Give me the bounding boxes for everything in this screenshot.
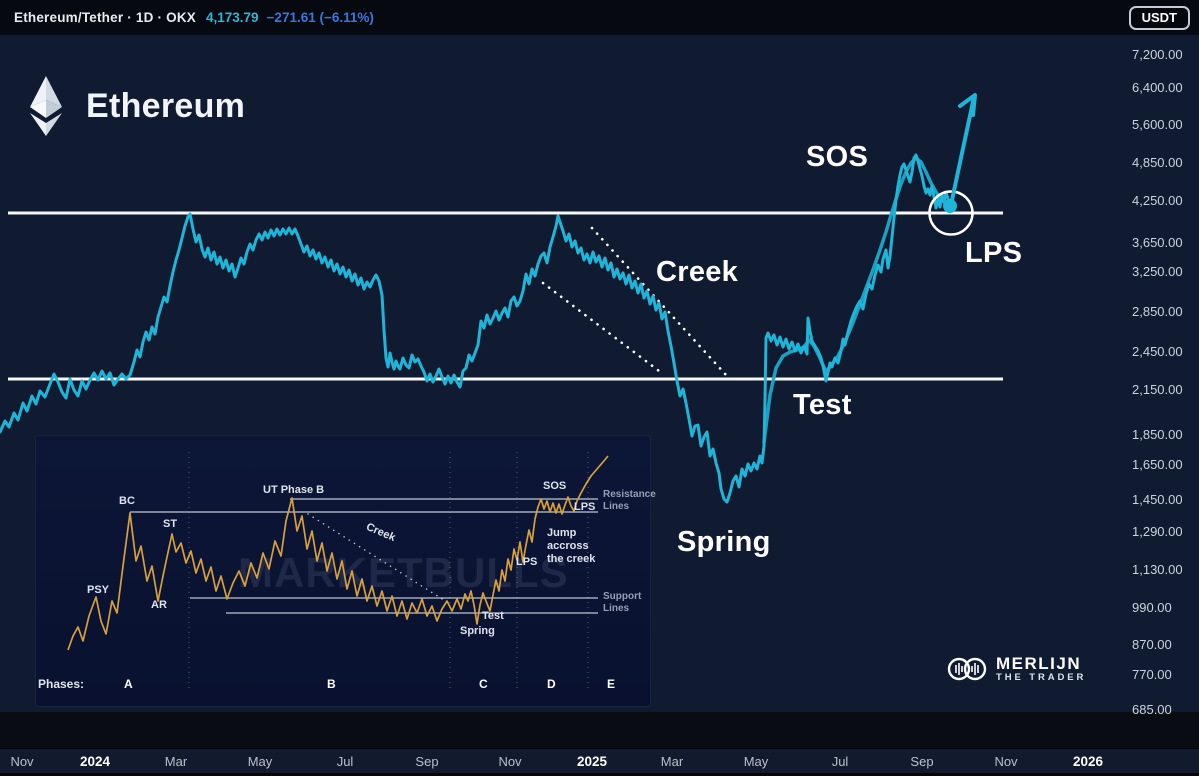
- time-axis[interactable]: Nov 2024 Mar May Jul Sep Nov 2025 Mar May Jul Sep No…: [0, 748, 1199, 774]
- time-axis-year-label: 2024: [79, 754, 111, 769]
- inset-level-lines: [130, 498, 598, 614]
- inset-test-label: Test: [482, 610, 504, 622]
- test-label: Test: [793, 389, 852, 421]
- time-axis-month-label: Nov: [10, 754, 34, 769]
- price-axis-label: 770.00: [1132, 667, 1172, 682]
- brand-title: Ethereum: [86, 86, 246, 125]
- inset-jump-label: Jump accross the creek: [547, 527, 596, 565]
- time-axis-year-label: 2026: [1072, 754, 1104, 769]
- time-axis-month-label: Mar: [660, 754, 684, 769]
- inset-phase-a-label: A: [124, 677, 133, 691]
- inset-ut-phase-b-label: UT Phase B: [263, 484, 325, 496]
- time-axis-month-label: Jul: [831, 754, 849, 769]
- time-axis-month-label: Nov: [994, 754, 1018, 769]
- inset-lps-upper-label: LPS: [574, 501, 596, 513]
- time-axis-month-label: May: [743, 754, 769, 769]
- merlijn-name: MERLIJN: [996, 654, 1082, 674]
- lps-highlight-circle: [928, 190, 974, 236]
- inset-phase-dividers: [188, 452, 589, 692]
- price-axis-label: 870.00: [1132, 637, 1172, 652]
- inset-phase-b-label: B: [327, 677, 336, 691]
- inset-ar-label: AR: [151, 599, 167, 611]
- price-line: [0, 153, 952, 504]
- inset-phase-c-label: C: [479, 677, 488, 691]
- sos-label: SOS: [806, 141, 869, 173]
- price-axis-label: 2,150.00: [1132, 382, 1183, 397]
- creek-lower-dotted-line: [541, 281, 665, 376]
- inset-phase-e-label: E: [607, 677, 616, 691]
- merlijn-subtitle: THE TRADER: [996, 671, 1087, 683]
- price-axis-label: 1,850.00: [1132, 427, 1183, 442]
- inset-phases-title: Phases:: [38, 677, 85, 691]
- time-axis-month-label: Sep: [910, 754, 934, 769]
- inset-st-label: ST: [163, 518, 178, 530]
- last-price: 4,173.79: [205, 10, 259, 25]
- spring-label: Spring: [677, 526, 771, 558]
- time-axis-month-label: Sep: [415, 754, 439, 769]
- bottom-toolbar-strip: [0, 712, 1199, 748]
- price-axis-label: 5,600.00: [1132, 117, 1183, 132]
- price-change: −271.61 (−6.11%): [266, 10, 374, 25]
- projection-arrow-shaft: [950, 95, 976, 202]
- trend-overlay-line: [762, 156, 952, 444]
- creek-label: Creek: [656, 256, 739, 288]
- merlijn-infinity-icon: [947, 657, 987, 681]
- price-axis-label: 1,650.00: [1132, 457, 1183, 472]
- inset-phase-d-label: D: [547, 677, 556, 691]
- time-axis-year-label: 2025: [576, 754, 608, 769]
- price-axis-label: 990.00: [1132, 600, 1172, 615]
- lps-price-dot: [943, 199, 957, 213]
- bottom-edge-divider: [0, 773, 1199, 776]
- price-axis-label: 6,400.00: [1132, 80, 1183, 95]
- inset-psy-label: PSY: [87, 584, 110, 596]
- ethereum-logo-icon: [30, 76, 62, 136]
- inset-bc-label: BC: [119, 495, 135, 507]
- price-axis-label: 4,850.00: [1132, 155, 1183, 170]
- price-axis-label: 1,130.00: [1132, 562, 1183, 577]
- time-axis-month-label: Jul: [336, 754, 354, 769]
- inset-schematic-price-line: [67, 455, 609, 651]
- price-axis-label: 2,850.00: [1132, 304, 1183, 319]
- inset-lps-lower-label: LPS: [516, 556, 538, 568]
- inset-spring-label: Spring: [460, 625, 495, 637]
- merlijn-trader-text: MERLIJN THE TRADER: [996, 655, 1086, 683]
- merlijn-trader-logo: MERLIJN THE TRADER: [946, 650, 1086, 688]
- time-axis-month-label: May: [247, 754, 273, 769]
- symbol-title[interactable]: Ethereum/Tether · 1D · OKX: [14, 10, 196, 25]
- brand-header: Ethereum: [26, 74, 245, 138]
- inset-resistance-lines-label: Resistance Lines: [603, 489, 656, 512]
- lps-label: LPS: [965, 237, 1023, 269]
- price-axis-label: 1,290.00: [1132, 524, 1183, 539]
- time-axis-month-label: Nov: [498, 754, 522, 769]
- price-axis-label: 2,450.00: [1132, 344, 1183, 359]
- price-axis-label: 685.00: [1132, 702, 1172, 717]
- currency-toggle-button[interactable]: USDT: [1128, 6, 1190, 30]
- price-axis-label: 3,650.00: [1132, 235, 1183, 250]
- inset-support-lines-label: Support Lines: [603, 591, 642, 614]
- price-axis-label: 4,250.00: [1132, 193, 1183, 208]
- projection-arrow-head: [958, 93, 977, 117]
- time-axis-month-label: Mar: [164, 754, 188, 769]
- price-axis-label: 1,450.00: [1132, 492, 1183, 507]
- price-axis-label: 7,200.00: [1132, 47, 1183, 62]
- inset-sos-label: SOS: [543, 480, 567, 492]
- top-bar: Ethereum/Tether · 1D · OKX 4,173.79 −271…: [0, 0, 1199, 36]
- price-axis-label: 3,250.00: [1132, 264, 1183, 279]
